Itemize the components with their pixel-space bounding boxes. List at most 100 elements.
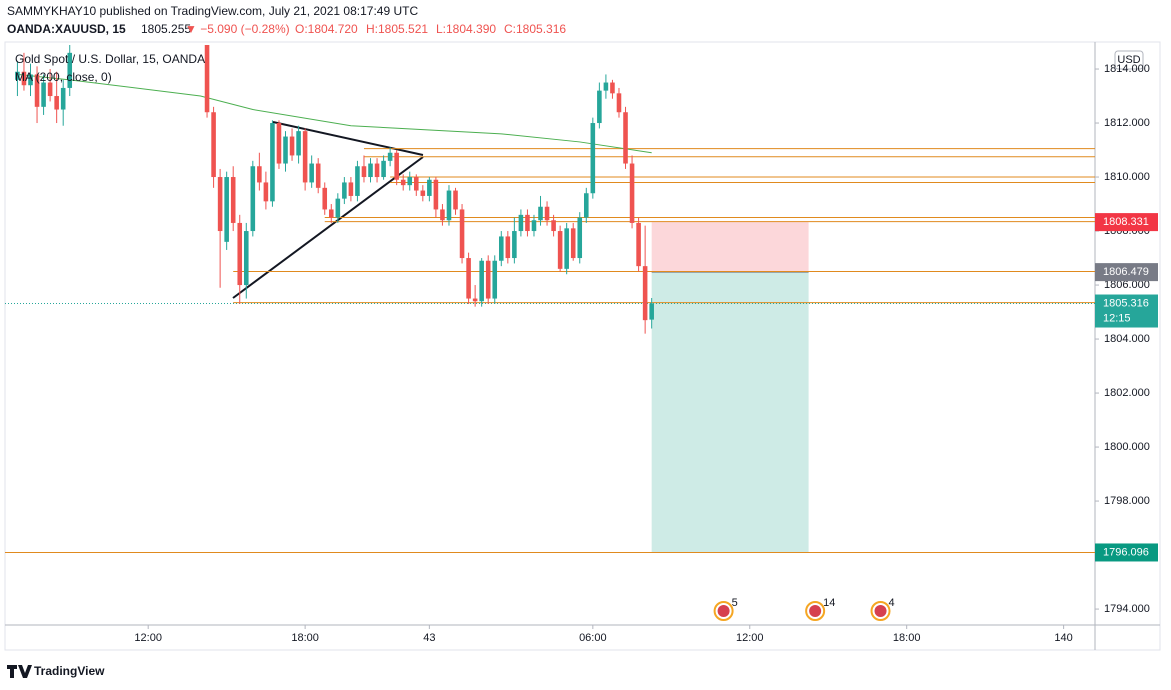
candle-body: [472, 298, 478, 302]
target-label-box: [1095, 543, 1158, 562]
x-tick-label: 12:00: [736, 632, 764, 644]
candle-body: [603, 82, 609, 91]
entry-label-box: [1095, 263, 1158, 282]
candle-body: [427, 179, 432, 196]
candle-body: [551, 220, 556, 232]
y-tick-label: 1814.000: [1104, 63, 1150, 75]
candle-body: [400, 179, 406, 186]
candle-body: [610, 82, 615, 94]
currency-box: [1114, 50, 1144, 70]
y-tick-label: 1794.000: [1104, 603, 1150, 615]
candle-body: [387, 152, 393, 161]
event-flag: [717, 605, 730, 617]
high: H:1805.521: [366, 22, 428, 36]
y-tick-label: 1812.000: [1104, 117, 1150, 129]
candle-body: [544, 206, 550, 221]
x-tick-label: 18:00: [291, 632, 319, 644]
candle-body: [335, 198, 341, 218]
candle-body: [67, 52, 73, 88]
y-tick-label: 1800.000: [1104, 441, 1150, 453]
currency: USD: [1117, 54, 1140, 66]
candle-body: [492, 260, 498, 299]
candle-body: [538, 206, 543, 221]
candle-body: [263, 182, 269, 202]
x-tick-label: 18:00: [893, 632, 921, 644]
candle-body: [60, 87, 66, 110]
candle-body: [342, 182, 347, 199]
candle-body: [322, 187, 328, 210]
brand: TradingView: [34, 664, 105, 678]
stop-label: 1808.331: [1103, 216, 1149, 228]
symbol: OANDA:XAUUSD, 15: [7, 22, 126, 36]
last-price-label: 1805.316: [1103, 297, 1149, 309]
candle-body: [34, 74, 40, 107]
candle-body: [518, 214, 524, 232]
candle-body: [623, 112, 628, 164]
candle-body: [348, 182, 354, 196]
y-tick-label: 1804.000: [1104, 333, 1150, 345]
candle-body: [577, 217, 583, 259]
candle-body: [250, 166, 256, 232]
low: L:1804.390: [436, 22, 496, 36]
candle-body: [328, 209, 334, 218]
y-tick-label: 1810.000: [1104, 171, 1150, 183]
candle-body: [28, 74, 33, 86]
y-tick-label: 1802.000: [1104, 387, 1150, 399]
candle-body: [564, 228, 569, 269]
publisher: SAMMYKHAY10 published on TradingView.com…: [7, 4, 418, 18]
countdown: 12:15: [1103, 312, 1131, 324]
candle-body: [466, 258, 471, 299]
candle-body: [525, 214, 530, 232]
candle-body: [636, 222, 641, 267]
candle-body: [309, 163, 314, 183]
candle-body: [368, 163, 373, 178]
candle-body: [590, 123, 596, 194]
trend-line: [232, 156, 424, 299]
candle-body: [433, 179, 439, 210]
candle-body: [54, 96, 59, 110]
candle-body: [296, 131, 301, 156]
trend-line: [272, 121, 424, 156]
candle-body: [498, 236, 504, 261]
entry-label: 1806.479: [1103, 266, 1149, 278]
candle-body: [270, 123, 275, 202]
candle-body: [237, 222, 243, 286]
candle-body: [315, 163, 321, 188]
candle-body: [47, 82, 53, 97]
candle-body: [257, 166, 262, 183]
event-count: 5: [732, 597, 738, 609]
candle-body: [629, 163, 635, 223]
ma-line: [17, 73, 652, 154]
open: O:1804.720: [295, 22, 358, 36]
stop-label-box: [1095, 213, 1158, 232]
candle-body: [584, 193, 589, 218]
candle-body: [217, 177, 223, 232]
close: C:1805.316: [504, 22, 566, 36]
candle-body: [597, 90, 602, 124]
candle-body: [531, 220, 537, 232]
candle-body: [204, 45, 210, 113]
x-tick-label: 12:00: [134, 632, 162, 644]
event-flag: [874, 605, 887, 617]
candle-body: [413, 177, 419, 191]
y-tick-label: 1798.000: [1104, 495, 1150, 507]
candle-body: [453, 190, 458, 210]
event-flag: [809, 605, 822, 617]
candle-body: [642, 266, 648, 321]
target-zone: [651, 272, 809, 553]
candle-body: [355, 166, 360, 196]
candle-body: [283, 136, 288, 164]
candle-body: [394, 152, 399, 180]
candle-body: [479, 260, 484, 302]
quote-line: OANDA:XAUUSD, 15 1805.255 ▼ −5.090 (−0.2…: [7, 22, 566, 36]
candle-body: [224, 177, 229, 242]
price: 1805.255: [141, 22, 191, 36]
stop-zone: [651, 222, 809, 273]
plot: [5, 45, 1095, 553]
target-label: 1796.096: [1103, 546, 1149, 558]
y-tick-label: 1806.000: [1104, 279, 1150, 291]
ma-legend: MA (200, close, 0): [15, 70, 112, 84]
event-count: 4: [889, 597, 895, 609]
candle-body: [570, 228, 576, 259]
